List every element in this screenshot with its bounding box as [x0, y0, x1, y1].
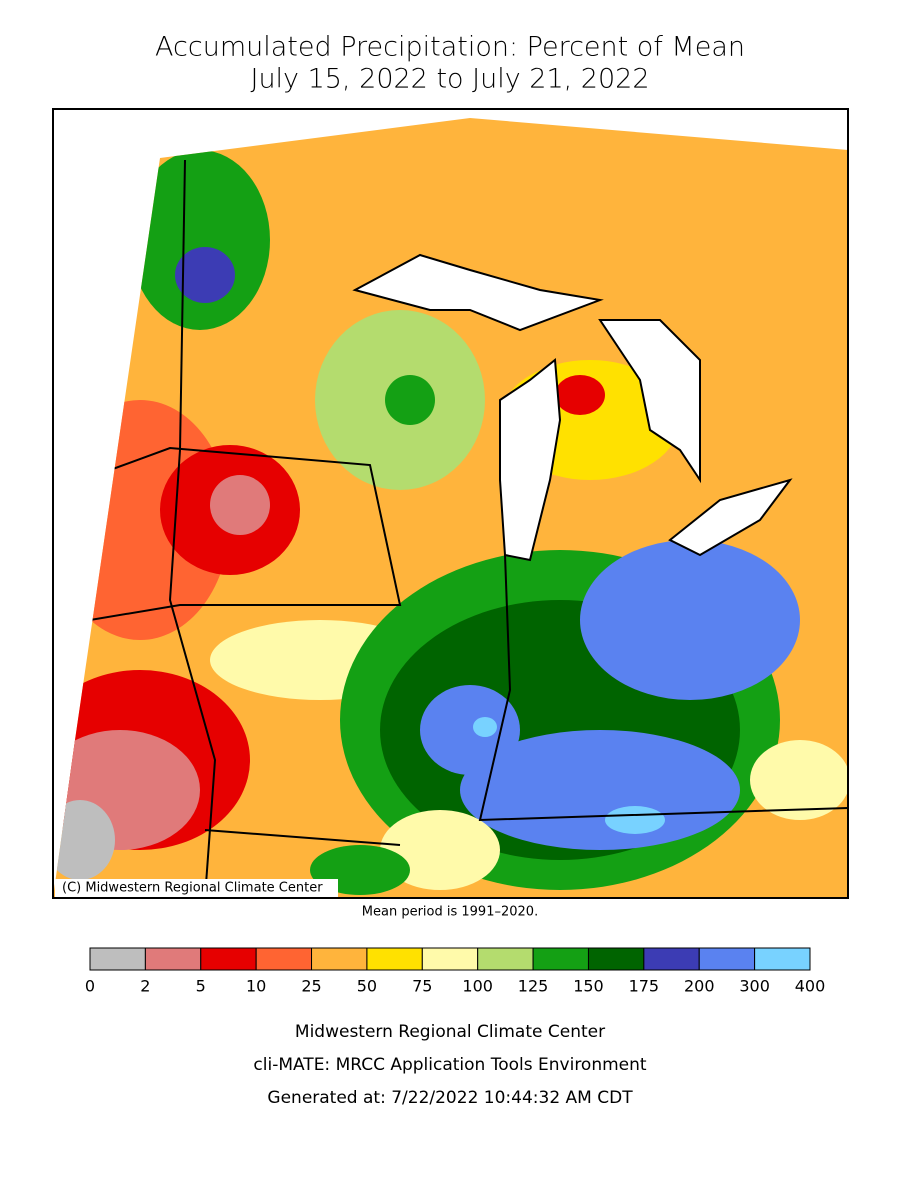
legend-swatch [477, 947, 534, 971]
legend-tick-label: 100 [462, 977, 493, 996]
legend-swatch [643, 947, 700, 971]
legend-swatch [587, 947, 645, 971]
legend-tick-label: 50 [357, 977, 377, 996]
legend-tick-label: 200 [684, 977, 715, 996]
legend-tick-label: 175 [629, 977, 660, 996]
legend-swatch [144, 947, 202, 971]
legend-tick-label: 25 [301, 977, 321, 996]
title-line: Accumulated Precipitation: Percent of Me… [155, 32, 745, 63]
legend-swatch [698, 947, 756, 971]
legend-swatch [754, 947, 811, 971]
legend-swatch [311, 947, 368, 971]
legend-tick-label: 400 [795, 977, 826, 996]
legend: 0 2 5 10 25 50 75 100 125 150 175 200 300 400 [85, 947, 826, 996]
legend-tick-label: 300 [739, 977, 770, 996]
legend-tick-label: 10 [246, 977, 266, 996]
legend-tick-label: 75 [412, 977, 432, 996]
legend-tick-label: 125 [518, 977, 549, 996]
legend-swatch [89, 947, 146, 971]
legend-tick-label: 2 [140, 977, 150, 996]
legend-swatch [421, 947, 479, 971]
copyright: (C) Midwestern Regional Climate Center [62, 881, 323, 896]
legend-swatch [200, 947, 257, 971]
footer-line: cli-MATE: MRCC Application Tools Environ… [253, 1055, 646, 1075]
footer-line: Generated at: 7/22/2022 10:44:32 AM CDT [267, 1088, 633, 1108]
footer-line: Midwestern Regional Climate Center [295, 1022, 605, 1042]
legend-tick-label: 5 [196, 977, 206, 996]
legend-tick-label: 0 [85, 977, 95, 996]
map-frame [52, 108, 849, 899]
legend-tick-label: 150 [573, 977, 604, 996]
mean-period-note: Mean period is 1991–2020. [362, 905, 538, 920]
precip-field [53, 118, 848, 898]
legend-swatch [366, 947, 423, 971]
copyright-box [55, 879, 338, 897]
legend-swatch [255, 947, 313, 971]
title-line: July 15, 2022 to July 21, 2022 [250, 64, 649, 95]
legend-swatch [532, 947, 589, 971]
